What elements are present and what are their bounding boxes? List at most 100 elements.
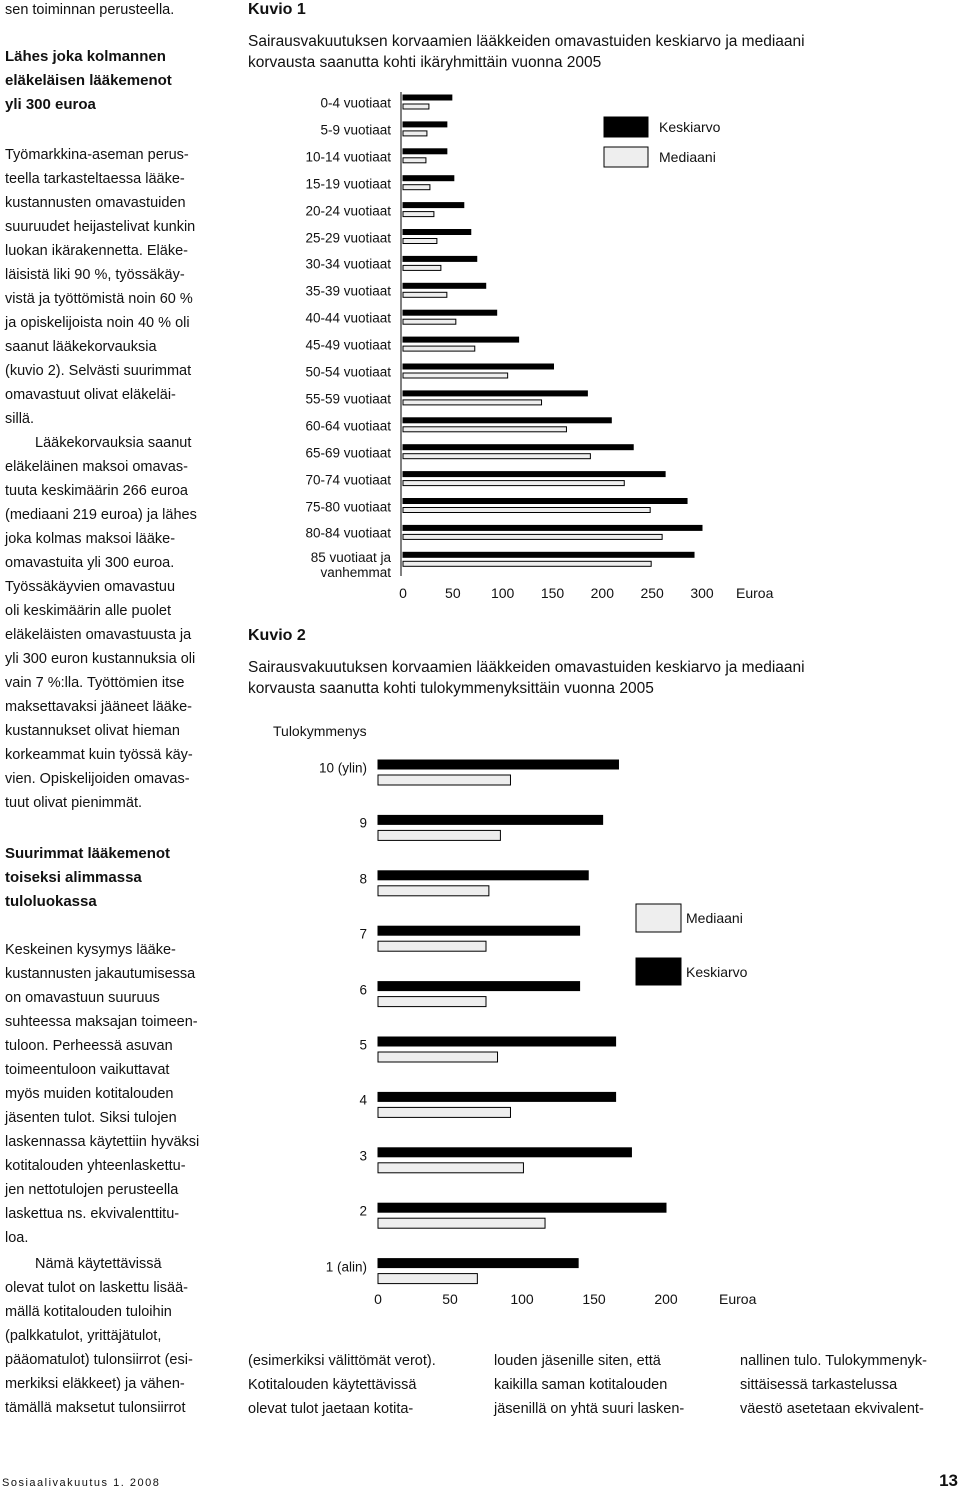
section-heading: eläkeläisen lääkemenot xyxy=(5,72,172,89)
category-label: 70-74 vuotiaat xyxy=(305,472,391,488)
paragraph-line: laskennassa käytettiin hyväksi xyxy=(5,1134,200,1150)
x-tick-label: 50 xyxy=(442,1291,458,1307)
paragraph-line: louden jäsenille siten, että xyxy=(494,1353,661,1369)
bar xyxy=(377,1051,499,1063)
bar xyxy=(402,533,663,540)
paragraph-line: kotitalouden yhteenlaskettu- xyxy=(5,1158,186,1174)
bar xyxy=(377,925,581,936)
bar xyxy=(377,1273,478,1285)
legend-swatch xyxy=(603,146,649,168)
paragraph-line: Kotitalouden käytettävissä xyxy=(248,1377,417,1393)
paragraph-line: eläkeläisten omavastuusta ja xyxy=(5,627,192,643)
bar xyxy=(377,1217,546,1229)
category-label: 3 xyxy=(359,1148,367,1164)
bar xyxy=(377,1147,632,1158)
bar xyxy=(402,211,435,218)
bar xyxy=(402,498,688,504)
legend-swatch xyxy=(635,957,682,986)
x-axis-unit: Euroa xyxy=(736,585,774,601)
paragraph-line: joka kolmas maksoi lääke- xyxy=(5,531,176,547)
category-label: 7 xyxy=(359,926,367,942)
bar xyxy=(377,870,589,881)
bar xyxy=(377,940,487,952)
paragraph-line: ja opiskelijoista noin 40 % oli xyxy=(5,315,190,331)
paragraph-line: merkiksi eläkkeet) ja vähen- xyxy=(5,1376,185,1392)
bar xyxy=(402,184,431,191)
bar xyxy=(377,829,501,841)
section-heading: Suurimmat lääkemenot xyxy=(5,845,171,862)
bar xyxy=(402,426,567,433)
section-heading: Lähes joka kolmannen xyxy=(5,48,166,65)
bar xyxy=(377,1202,667,1213)
paragraph-line: maksettavaksi jääneet lääke- xyxy=(5,699,192,715)
category-label: 25-29 vuotiaat xyxy=(305,230,391,245)
paragraph-line: suhteessa maksajan toimeen- xyxy=(5,1014,198,1030)
bar xyxy=(402,345,476,352)
paragraph-line: laskettua ns. ekvivalenttitu- xyxy=(5,1206,180,1222)
bar xyxy=(402,202,465,209)
chart-title: korvausta saanutta kohti tulokymmenyksit… xyxy=(248,680,654,697)
x-tick-label: 150 xyxy=(540,585,565,601)
category-label: 55-59 vuotiaat xyxy=(305,391,391,407)
bar xyxy=(402,399,543,406)
category-label: 9 xyxy=(359,815,367,831)
paragraph-line: jen nettotulojen perusteella xyxy=(5,1182,179,1198)
bar xyxy=(402,318,457,325)
x-tick-label: 100 xyxy=(510,1291,534,1307)
paragraph-line: eläkeläinen maksoi omavas- xyxy=(5,459,188,475)
chart-title: Sairausvakuutuksen korvaamien lääkkeiden… xyxy=(248,659,805,676)
paragraph-line: tuuta keskimäärin 266 euroa xyxy=(5,483,188,499)
bar xyxy=(402,390,588,397)
x-tick-label: 250 xyxy=(640,585,664,601)
paragraph-line: tuloon. Perheessä asuvan xyxy=(5,1038,173,1054)
paragraph-line: kustannukset olivat hieman xyxy=(5,723,180,739)
bar xyxy=(402,291,448,298)
legend-label: Mediaani xyxy=(659,149,716,165)
x-tick-label: 200 xyxy=(590,585,615,601)
section-heading: tuloluokassa xyxy=(5,893,97,910)
bar xyxy=(377,814,604,825)
paragraph-line: (kuvio 2). Selvästi suurimmat xyxy=(5,363,192,379)
paragraph-line: on omavastuun suuruus xyxy=(5,990,160,1006)
bar xyxy=(377,1091,617,1102)
paragraph-line: tämällä maksetut tulonsiirrot xyxy=(5,1400,186,1416)
paragraph-line: sillä. xyxy=(5,411,35,427)
paragraph-line: luokan ikärakennetta. Eläke- xyxy=(5,243,188,259)
paragraph-line: Keskeinen kysymys lääke- xyxy=(5,942,176,958)
x-tick-label: 300 xyxy=(690,585,714,601)
bar xyxy=(402,148,448,155)
bar xyxy=(402,130,428,137)
bar xyxy=(402,94,453,101)
paragraph-line: myös muiden kotitalouden xyxy=(5,1086,174,1102)
paragraph-line: toimeentuloon vaikuttavat xyxy=(5,1062,170,1078)
category-label: 8 xyxy=(359,871,367,887)
category-label: 45-49 vuotiaat xyxy=(305,337,391,353)
paragraph-line: jäsenten tulot. Siksi tulojen xyxy=(5,1110,177,1126)
bar xyxy=(377,1258,579,1269)
category-label: 0-4 vuotiaat xyxy=(320,95,391,111)
bar xyxy=(377,1036,617,1047)
paragraph-line: tuut olivat pienimmät. xyxy=(5,795,143,811)
paragraph-line: pääomatulot) tulonsiirrot (esi- xyxy=(5,1352,193,1368)
bar xyxy=(402,255,478,262)
paragraph-line: korkeammat kuin työssä käy- xyxy=(5,747,193,763)
legend-label: Mediaani xyxy=(686,910,743,926)
paragraph-line: kaikilla saman kotitalouden xyxy=(494,1377,668,1393)
paragraph-line: olevat tulot jaetaan kotita- xyxy=(248,1401,414,1417)
bar xyxy=(402,444,634,451)
category-label: 4 xyxy=(359,1092,367,1108)
legend-swatch xyxy=(635,903,682,933)
bar xyxy=(402,157,427,164)
paragraph-line: vistä ja työttömistä noin 60 % xyxy=(5,291,193,307)
paragraph-line: sittäisessä tarkastelussa xyxy=(740,1377,898,1393)
bar xyxy=(402,480,625,487)
category-label: 50-54 vuotiaat xyxy=(305,364,391,380)
category-label: 85 vuotiaat ja vanhemmat xyxy=(310,550,391,581)
chart-title: korvausta saanutta kohti ikäryhmittäin v… xyxy=(248,54,602,71)
figure-label: Kuvio 1 xyxy=(248,1,306,18)
paragraph-line: väestö asetetaan ekvivalent- xyxy=(740,1401,924,1417)
bar xyxy=(377,1106,511,1118)
paragraph-line: nallinen tulo. Tulokymmenyk- xyxy=(740,1353,927,1369)
